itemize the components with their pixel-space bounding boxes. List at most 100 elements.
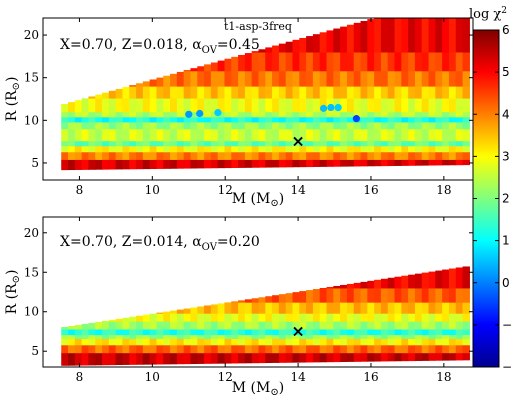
heatmap-cell <box>81 111 90 118</box>
heatmap-cell <box>210 329 219 336</box>
heatmap-cell <box>326 329 334 336</box>
heatmap-cell <box>360 288 368 303</box>
heatmap-cell <box>88 111 96 118</box>
heatmap-cell <box>374 86 382 99</box>
heatmap-cell <box>163 122 171 130</box>
heatmap-cell <box>448 128 457 142</box>
heatmap-cell <box>421 338 430 346</box>
heatmap-cell <box>190 344 198 354</box>
heatmap-cell <box>435 288 443 303</box>
heatmap-cell <box>258 52 266 72</box>
heatmap-cell <box>285 122 294 130</box>
heatmap-cell <box>448 140 457 147</box>
heatmap-cell <box>340 344 348 354</box>
heatmap-cell <box>136 321 144 330</box>
heatmap-cell <box>326 334 334 339</box>
heatmap-cell <box>319 159 328 167</box>
heatmap-cell <box>142 116 151 123</box>
heatmap-cell <box>149 344 158 354</box>
heatmap-cell <box>176 352 185 365</box>
heatmap-cell <box>394 334 402 339</box>
heatmap-cell <box>455 344 464 354</box>
heatmap-cell <box>129 128 137 142</box>
heatmap-cell <box>387 111 396 118</box>
heatmap-cell <box>95 94 103 99</box>
heatmap-cell <box>244 151 253 160</box>
top-xlabel-main: M (M <box>232 191 271 207</box>
heatmap-cell <box>190 329 198 336</box>
heatmap-cell <box>285 321 294 330</box>
heatmap-cell <box>244 329 253 336</box>
heatmap-cell <box>129 151 137 160</box>
heatmap-cell <box>462 313 470 322</box>
heatmap-cell <box>142 151 151 160</box>
heatmap-cell <box>197 352 205 364</box>
heatmap-cell <box>190 86 198 99</box>
heatmap-cell <box>448 116 457 123</box>
heatmap-cell <box>170 122 178 130</box>
heatmap-cell <box>258 334 266 339</box>
heatmap-cell <box>265 47 273 53</box>
heatmap-cell <box>95 140 103 147</box>
heatmap-cell <box>81 329 90 336</box>
heatmap-cell <box>244 344 253 354</box>
heatmap-cell <box>265 321 273 330</box>
heatmap-cell <box>68 334 76 339</box>
x-tick-label: 16 <box>363 370 378 384</box>
heatmap-cell <box>136 151 144 160</box>
heatmap-cell <box>244 299 253 303</box>
heatmap-cell <box>319 352 328 363</box>
heatmap-cell <box>299 302 307 314</box>
heatmap-cell <box>408 122 416 130</box>
heatmap-cell <box>401 111 409 118</box>
heatmap-cell <box>136 334 144 339</box>
heatmap-cell <box>455 151 464 160</box>
heatmap-cell <box>340 338 348 346</box>
heatmap-cell <box>197 159 205 169</box>
heatmap-cell <box>448 338 457 346</box>
heatmap-cell <box>122 87 130 99</box>
heatmap-cell <box>353 128 362 142</box>
data-point <box>352 115 360 123</box>
heatmap-cell <box>448 86 457 99</box>
heatmap-cell <box>340 288 348 303</box>
heatmap-cell <box>210 70 219 87</box>
heatmap-cell <box>176 98 185 113</box>
heatmap-cell <box>326 313 334 322</box>
heatmap-cell <box>163 98 171 113</box>
heatmap-cell <box>326 70 334 87</box>
heatmap-cell <box>149 116 158 123</box>
heatmap-cell <box>380 86 389 99</box>
heatmap-cell <box>183 313 192 322</box>
heatmap-cell <box>346 344 355 354</box>
heatmap-cell <box>238 302 246 314</box>
heatmap-cell <box>401 344 409 354</box>
heatmap-cell <box>102 98 110 113</box>
heatmap-cell <box>462 140 470 147</box>
heatmap-cell <box>74 352 83 366</box>
heatmap-cell <box>455 18 464 53</box>
heatmap-cell <box>292 70 300 87</box>
x-tick-label: 8 <box>76 183 84 197</box>
heatmap-cell <box>353 282 362 289</box>
heatmap-cell <box>414 352 423 361</box>
heatmap-cell <box>455 267 464 289</box>
heatmap-cell <box>176 111 185 118</box>
heatmap-cell <box>163 329 171 336</box>
heatmap-cell <box>244 98 253 113</box>
heatmap-cell <box>176 145 185 153</box>
heatmap-cell <box>448 334 457 339</box>
colorbar-label-main: log χ <box>469 7 501 22</box>
heatmap-cell <box>374 159 382 167</box>
heatmap-cell <box>108 338 117 346</box>
heatmap-cell <box>231 159 239 168</box>
heatmap-cell <box>442 116 450 123</box>
heatmap-cell <box>387 313 396 322</box>
heatmap-cell <box>285 140 294 147</box>
heatmap-cell <box>380 329 389 336</box>
heatmap-cell <box>217 329 226 336</box>
heatmap-cell <box>278 334 287 339</box>
heatmap-cell <box>224 329 232 336</box>
heatmap-cell <box>129 329 137 336</box>
heatmap-cell <box>312 34 321 53</box>
